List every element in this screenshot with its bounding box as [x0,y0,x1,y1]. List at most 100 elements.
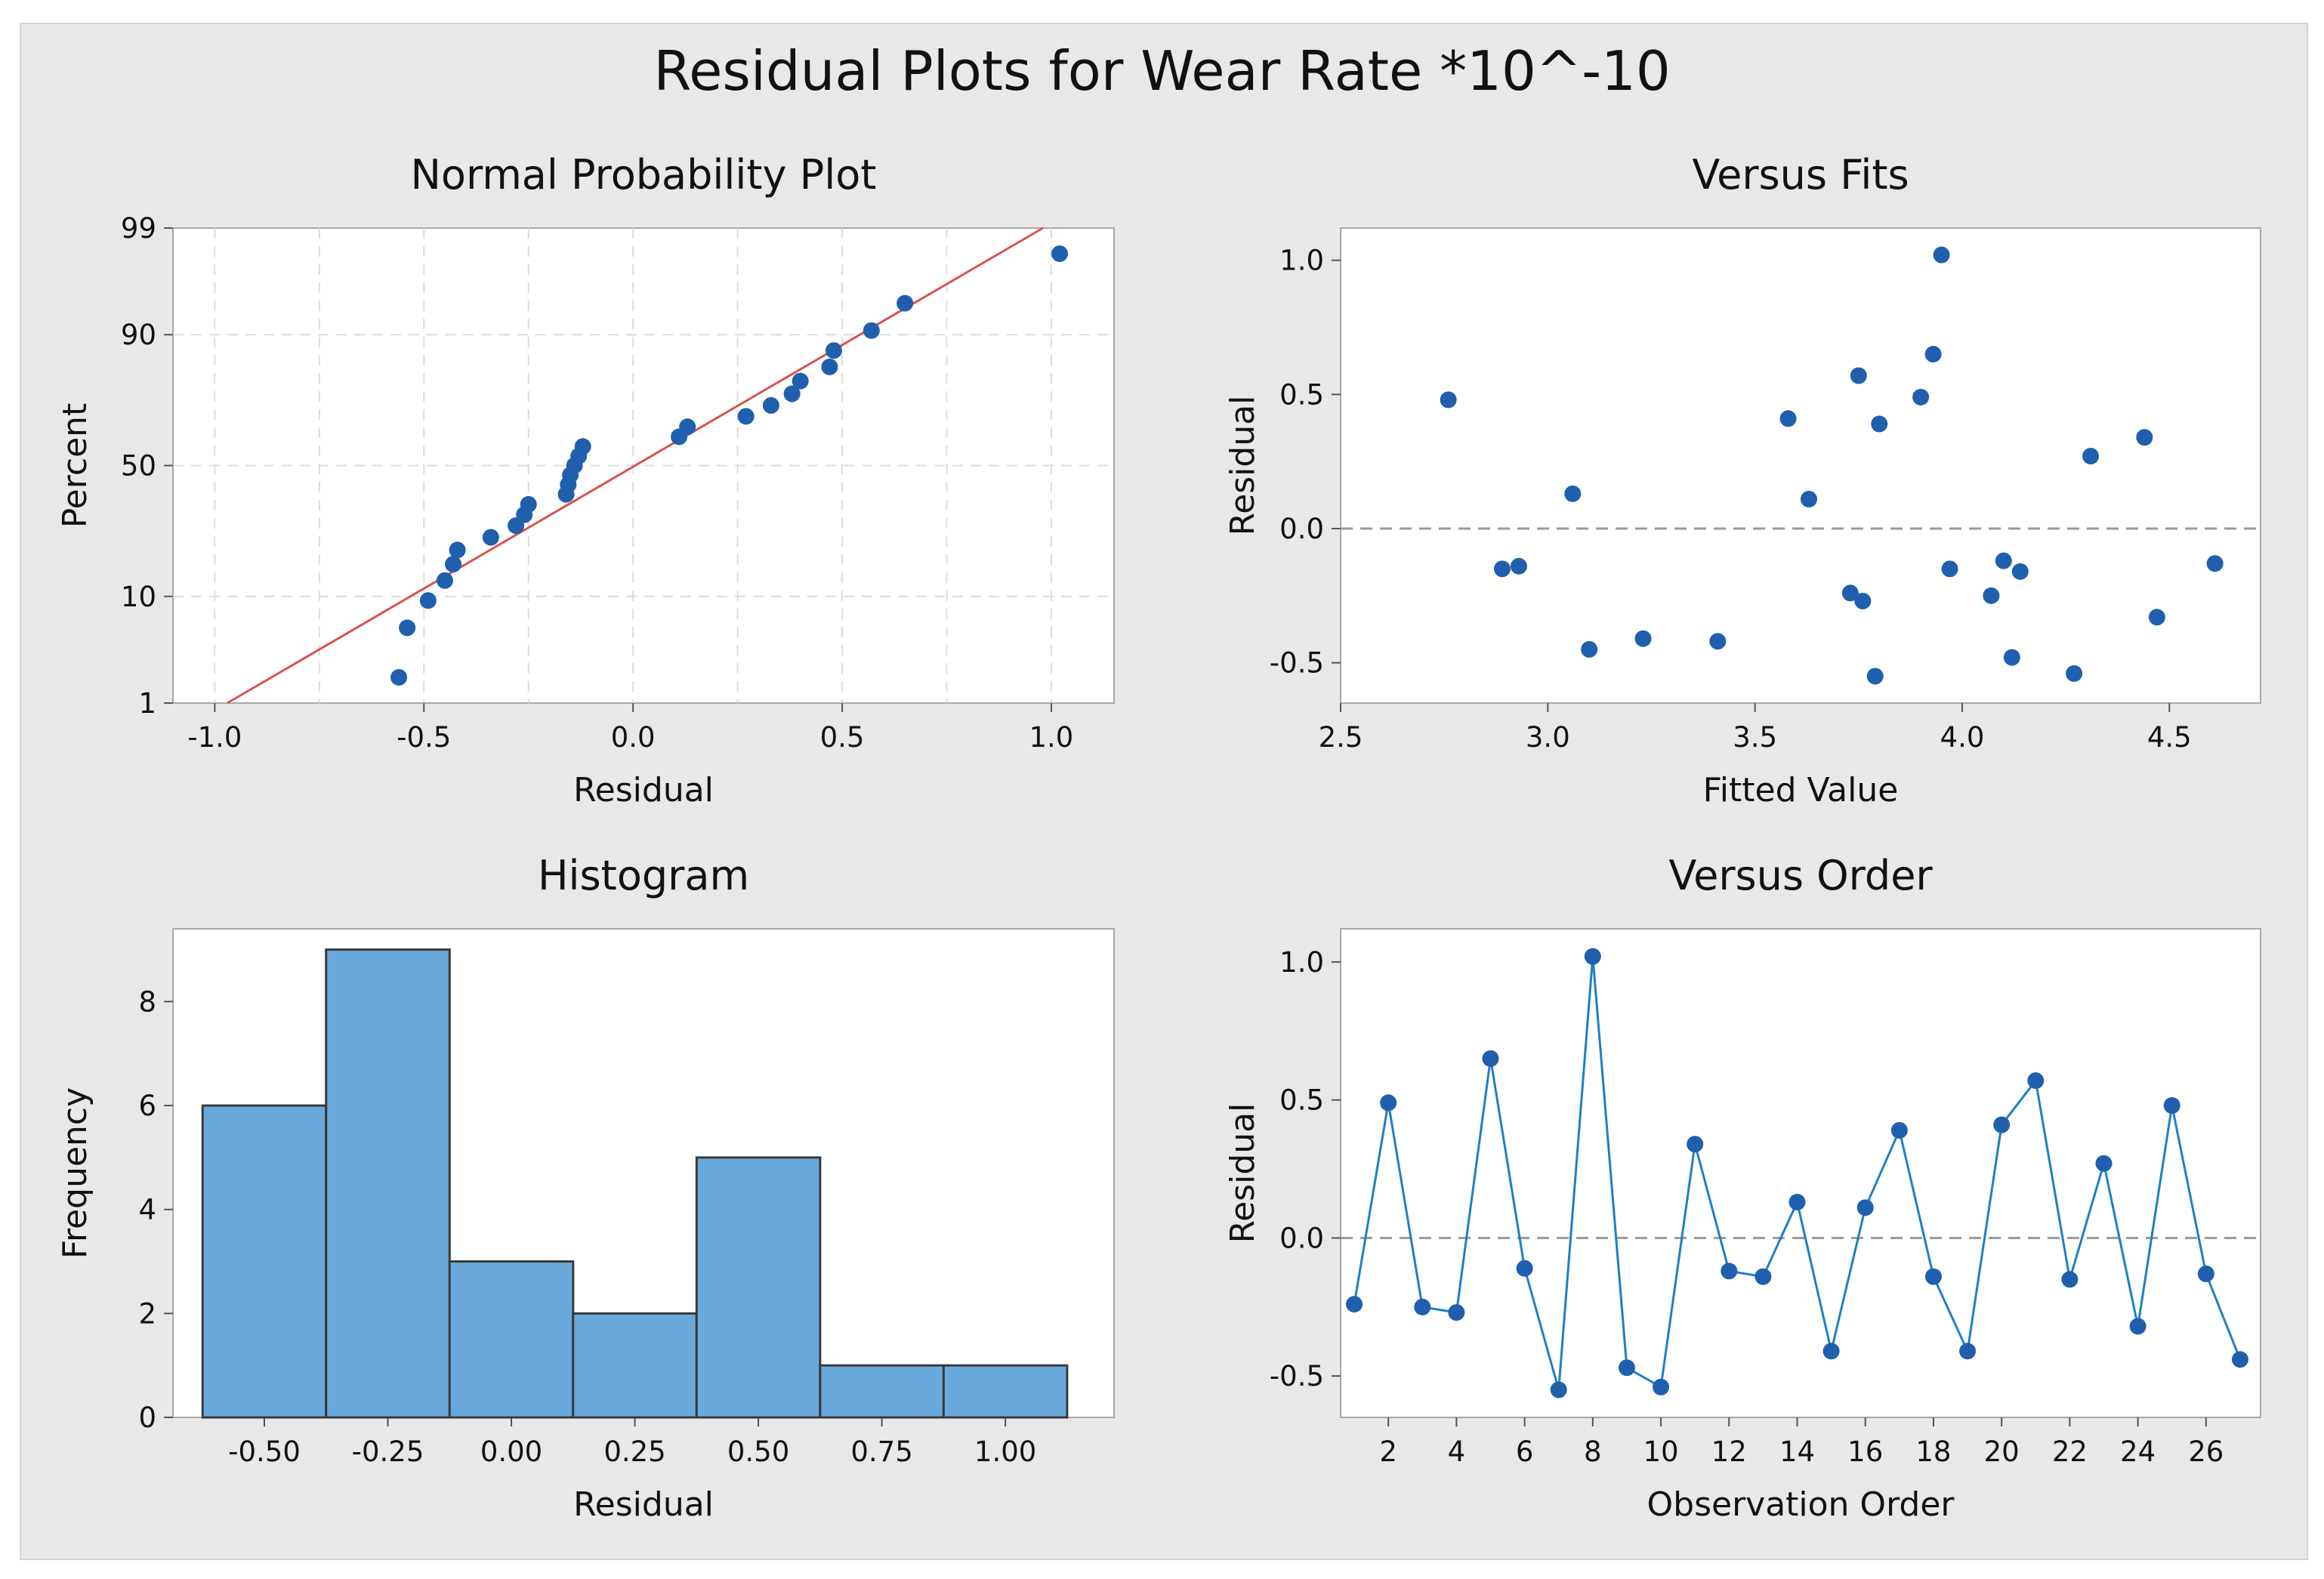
x-tick-label: 0.25 [603,1436,665,1468]
data-point [1414,1298,1431,1315]
y-tick-label: 50 [121,450,156,483]
x-tick-label: -0.25 [352,1436,424,1468]
data-point [1959,1343,1977,1360]
x-tick-label: 0.50 [727,1436,789,1468]
data-point [2231,1351,2248,1368]
x-tick-label: 12 [1711,1436,1747,1468]
x-tick-label: 10 [1643,1436,1678,1468]
y-tick-label: 99 [121,212,156,245]
data-point [1634,630,1652,647]
panel-title-versus_fits: Versus Fits [1692,151,1909,199]
data-point [2011,563,2029,580]
histogram-bar [325,948,451,1419]
data-point [2003,649,2020,666]
data-point [825,342,842,359]
data-point [1850,367,1867,384]
data-point [445,556,462,573]
data-point [2163,1096,2180,1114]
data-point [1924,1268,1942,1285]
data-point [897,295,914,312]
data-point [2129,1318,2147,1335]
data-point [1516,1260,1533,1277]
data-point [1448,1304,1465,1321]
data-point [1856,1199,1874,1217]
data-point [1779,410,1797,427]
y-tick-label: 0.5 [1279,378,1324,411]
histogram-bar [695,1156,822,1419]
data-point [2148,609,2165,626]
x-tick-label: 8 [1584,1436,1602,1468]
x-tick-label: 18 [1915,1436,1951,1468]
data-point [1709,633,1727,650]
data-point [1440,391,1457,409]
y-tick-label: 1.0 [1279,245,1324,277]
data-point [2061,1271,2079,1288]
data-point [1924,346,1942,363]
x-axis-label-histogram: Residual [573,1485,714,1524]
y-axis-label-normal_probability: Percent [56,403,94,529]
y-tick-label: 6 [138,1090,156,1122]
data-point [679,418,696,436]
x-tick-label: 22 [2052,1436,2088,1468]
data-point [2082,448,2100,465]
data-point [783,385,801,402]
data-point [482,529,499,546]
y-tick-label: 90 [121,319,156,351]
plot-area-versus_fits [1340,227,2261,704]
data-point [520,495,537,513]
x-tick-label: -1.0 [187,721,242,754]
data-point [1653,1378,1670,1396]
data-point [821,358,838,375]
data-point [1584,948,1601,965]
histogram-bar [572,1312,698,1419]
data-point [1510,557,1527,575]
data-point [1550,1381,1567,1399]
y-tick-label: 4 [138,1194,156,1226]
x-tick-label: 4 [1448,1436,1466,1468]
x-tick-label: 24 [2120,1436,2156,1468]
x-tick-label: 26 [2188,1436,2224,1468]
x-tick-label: 0.00 [480,1436,542,1468]
y-tick-label: 0.0 [1279,513,1324,545]
data-point [1912,388,1930,406]
y-tick-label: -0.5 [1270,647,1324,680]
data-point [1983,587,2000,604]
x-tick-label: 2 [1379,1436,1397,1468]
y-axis-label-versus_fits: Residual [1224,396,1262,536]
data-point [2136,429,2153,446]
data-point [390,669,408,686]
histogram-bar [448,1260,575,1419]
data-point [1995,552,2012,569]
data-point [1380,1094,1397,1112]
data-point [1890,1121,1908,1139]
data-point [792,372,809,390]
x-tick-label: 3.5 [1733,721,1777,754]
x-tick-label: -0.50 [228,1436,301,1468]
data-point [2027,1072,2045,1090]
data-point [2095,1155,2113,1172]
x-tick-label: 20 [1984,1436,2020,1468]
y-tick-label: 10 [121,581,156,613]
data-point [1493,560,1511,578]
data-point [1755,1268,1772,1285]
x-tick-label: -0.5 [397,721,451,754]
data-point [1051,245,1069,262]
x-axis-label-normal_probability: Residual [573,771,714,810]
x-tick-label: 14 [1779,1436,1815,1468]
data-point [449,541,466,559]
x-tick-label: 0.75 [850,1436,912,1468]
data-point [1346,1296,1363,1313]
y-tick-label: -0.5 [1270,1360,1324,1392]
y-tick-label: 0.0 [1279,1222,1324,1254]
data-point [2066,665,2083,682]
x-tick-label: 1.0 [1029,721,1074,754]
histogram-bar [819,1364,945,1419]
data-point [1941,560,1958,578]
data-point [1854,592,1872,609]
x-axis-label-versus_fits: Fitted Value [1703,771,1899,810]
x-tick-label: 0.5 [820,721,865,754]
y-tick-label: 1.0 [1279,946,1324,979]
data-point [1866,668,1884,685]
panel-title-normal_probability: Normal Probability Plot [411,151,877,199]
